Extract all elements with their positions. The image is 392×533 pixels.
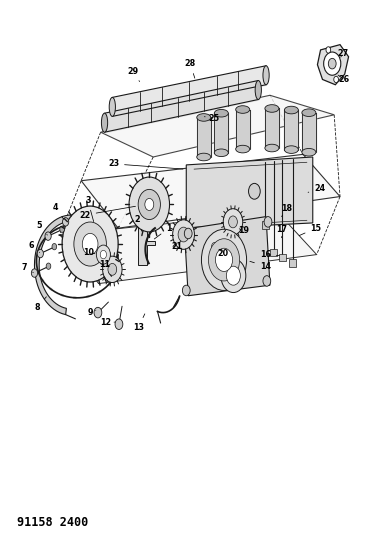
Polygon shape xyxy=(60,212,317,284)
Text: 5: 5 xyxy=(37,221,47,235)
Circle shape xyxy=(96,245,111,264)
Circle shape xyxy=(178,227,189,242)
Circle shape xyxy=(223,209,243,235)
Circle shape xyxy=(94,308,102,318)
Circle shape xyxy=(31,269,38,277)
Ellipse shape xyxy=(302,109,316,117)
Text: 91158 2400: 91158 2400 xyxy=(17,516,88,529)
Text: 27: 27 xyxy=(338,49,349,58)
Circle shape xyxy=(60,226,64,232)
Text: 25: 25 xyxy=(204,114,219,123)
Circle shape xyxy=(37,249,44,258)
Circle shape xyxy=(208,237,222,256)
Polygon shape xyxy=(81,155,340,228)
Circle shape xyxy=(172,220,194,249)
Circle shape xyxy=(103,256,122,282)
Circle shape xyxy=(324,52,341,75)
Text: 14: 14 xyxy=(250,261,271,271)
FancyBboxPatch shape xyxy=(279,254,286,262)
Ellipse shape xyxy=(214,109,228,117)
Text: 10: 10 xyxy=(83,248,95,257)
Text: 20: 20 xyxy=(218,249,229,258)
Text: 22: 22 xyxy=(80,206,136,220)
Circle shape xyxy=(263,276,271,286)
Circle shape xyxy=(62,206,118,282)
Circle shape xyxy=(82,233,98,255)
Text: 12: 12 xyxy=(100,318,115,327)
Circle shape xyxy=(221,259,246,293)
Text: 9: 9 xyxy=(87,308,96,317)
Ellipse shape xyxy=(109,98,115,116)
Text: 1: 1 xyxy=(154,224,172,239)
Circle shape xyxy=(46,263,51,269)
Ellipse shape xyxy=(214,149,228,157)
Circle shape xyxy=(108,263,117,275)
Text: 29: 29 xyxy=(127,67,140,82)
Circle shape xyxy=(326,47,331,53)
Text: 7: 7 xyxy=(22,263,33,272)
Text: 23: 23 xyxy=(108,159,183,169)
Text: 26: 26 xyxy=(338,75,349,84)
Ellipse shape xyxy=(102,113,108,132)
Circle shape xyxy=(45,232,51,240)
Text: 15: 15 xyxy=(299,224,321,236)
Circle shape xyxy=(328,58,336,69)
Text: 6: 6 xyxy=(29,240,40,253)
Ellipse shape xyxy=(255,80,261,100)
Ellipse shape xyxy=(284,106,298,114)
Circle shape xyxy=(334,76,338,83)
Circle shape xyxy=(209,239,240,281)
Circle shape xyxy=(201,229,247,290)
Text: 11: 11 xyxy=(99,260,110,269)
Circle shape xyxy=(184,228,192,239)
FancyBboxPatch shape xyxy=(289,260,296,266)
Circle shape xyxy=(264,216,272,227)
Circle shape xyxy=(249,183,260,199)
Polygon shape xyxy=(138,227,155,265)
Circle shape xyxy=(52,244,57,250)
Text: 18: 18 xyxy=(281,204,292,216)
Circle shape xyxy=(100,251,107,259)
Ellipse shape xyxy=(197,114,211,121)
Text: 28: 28 xyxy=(185,59,196,78)
Circle shape xyxy=(138,189,160,220)
Polygon shape xyxy=(101,95,334,157)
Text: 8: 8 xyxy=(34,297,46,312)
Polygon shape xyxy=(186,157,313,229)
Ellipse shape xyxy=(263,66,269,85)
Ellipse shape xyxy=(236,106,250,114)
Text: 19: 19 xyxy=(238,227,249,236)
Text: 13: 13 xyxy=(133,314,145,332)
Circle shape xyxy=(145,198,154,211)
Circle shape xyxy=(182,285,190,296)
Text: 24: 24 xyxy=(308,184,325,193)
Ellipse shape xyxy=(265,144,279,152)
Circle shape xyxy=(115,319,123,329)
Circle shape xyxy=(212,243,218,251)
Ellipse shape xyxy=(197,153,211,161)
Ellipse shape xyxy=(236,146,250,153)
Polygon shape xyxy=(34,215,104,314)
Circle shape xyxy=(216,248,232,271)
Circle shape xyxy=(62,217,69,226)
Circle shape xyxy=(74,222,106,266)
Ellipse shape xyxy=(284,146,298,154)
Circle shape xyxy=(129,177,169,232)
Ellipse shape xyxy=(302,149,316,156)
Polygon shape xyxy=(318,45,348,85)
Text: 2: 2 xyxy=(134,215,142,231)
Text: 4: 4 xyxy=(53,203,64,219)
Circle shape xyxy=(226,266,240,285)
Text: 21: 21 xyxy=(172,241,183,251)
Text: 17: 17 xyxy=(276,225,287,238)
Text: 16: 16 xyxy=(260,250,279,259)
Text: 3: 3 xyxy=(85,196,94,222)
Circle shape xyxy=(229,216,237,228)
Ellipse shape xyxy=(265,104,279,112)
FancyBboxPatch shape xyxy=(270,249,278,256)
Polygon shape xyxy=(184,216,270,296)
FancyBboxPatch shape xyxy=(262,221,269,229)
